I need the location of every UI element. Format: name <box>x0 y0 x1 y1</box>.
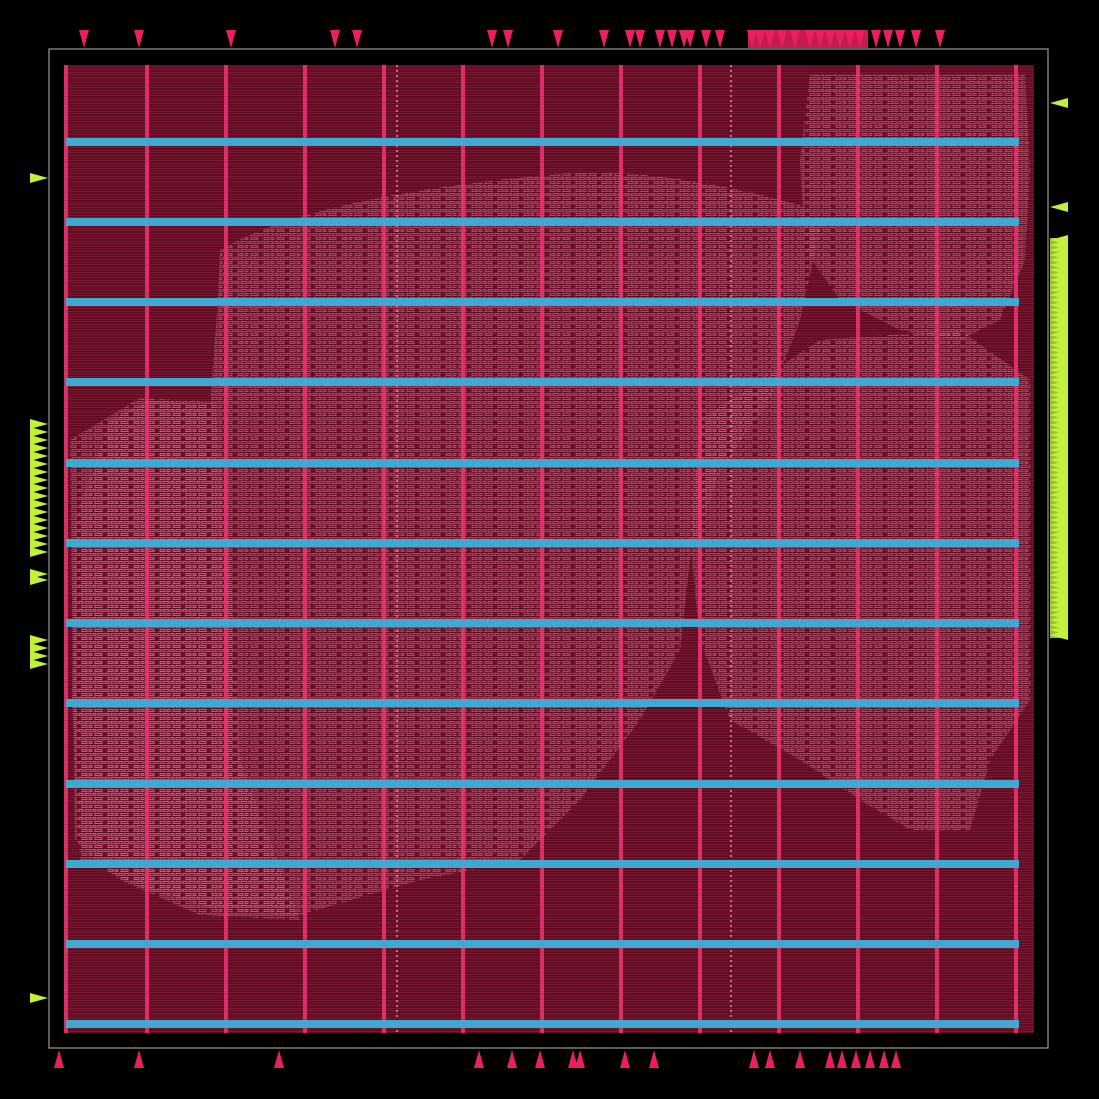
triangle-pin-icon <box>30 531 48 541</box>
triangle-pin-icon <box>837 1050 847 1068</box>
power-rail-horizontal <box>66 459 1019 467</box>
right-pin-cluster <box>1050 238 1068 638</box>
triangle-pin-icon <box>1050 98 1068 108</box>
triangle-pin-icon <box>30 459 48 469</box>
triangle-pin-icon <box>30 419 48 429</box>
power-rail-horizontal <box>66 539 1019 547</box>
triangle-pin-icon <box>715 30 725 48</box>
triangle-pin-icon <box>226 30 236 48</box>
triangle-pin-icon <box>795 1050 805 1068</box>
power-rail-horizontal <box>66 378 1019 386</box>
triangle-pin-icon <box>701 30 711 48</box>
triangle-pin-icon <box>30 643 48 653</box>
triangle-pin-icon <box>895 30 905 48</box>
triangle-pin-icon <box>879 1050 889 1068</box>
triangle-pin-icon <box>649 1050 659 1068</box>
power-stripe-vertical <box>1014 65 1018 1033</box>
triangle-pin-icon <box>134 30 144 48</box>
triangle-pin-icon <box>871 30 881 48</box>
triangle-pin-icon <box>487 30 497 48</box>
triangle-pin-icon <box>30 993 48 1003</box>
triangle-pin-icon <box>1050 202 1068 212</box>
triangle-pin-icon <box>825 1050 835 1068</box>
triangle-pin-icon <box>30 507 48 517</box>
triangle-pin-icon <box>79 30 89 48</box>
power-rail-horizontal <box>66 298 1019 306</box>
triangle-pin-icon <box>30 483 48 493</box>
triangle-pin-icon <box>30 499 48 509</box>
power-rail-horizontal <box>66 699 1019 707</box>
triangle-pin-icon <box>30 547 48 557</box>
power-rail-horizontal <box>66 138 1019 146</box>
triangle-pin-icon <box>30 635 48 645</box>
power-stripe-vertical <box>777 65 781 1033</box>
power-rail-horizontal <box>66 1020 1019 1028</box>
power-stripe-vertical <box>540 65 544 1033</box>
triangle-pin-icon <box>891 1050 901 1068</box>
triangle-pin-icon <box>865 1050 875 1068</box>
triangle-pin-icon <box>568 1050 578 1068</box>
power-stripe-vertical <box>303 65 307 1033</box>
triangle-pin-icon <box>474 1050 484 1068</box>
triangle-pin-icon <box>30 173 48 183</box>
power-rail-horizontal <box>66 218 1019 226</box>
triangle-pin-icon <box>30 491 48 501</box>
triangle-pin-icon <box>352 30 362 48</box>
triangle-pin-icon <box>30 523 48 533</box>
power-stripe-vertical <box>461 65 465 1033</box>
triangle-pin-icon <box>507 1050 517 1068</box>
power-stripes-vertical <box>64 65 1018 1033</box>
triangle-pin-icon <box>30 475 48 485</box>
triangle-pin-icon <box>851 1050 861 1068</box>
triangle-pin-icon <box>134 1050 144 1068</box>
triangle-pin-icon <box>30 651 48 661</box>
triangle-pin-icon <box>30 451 48 461</box>
power-rail-horizontal <box>66 940 1019 948</box>
power-rails-horizontal <box>66 138 1019 1028</box>
triangle-pin-icon <box>30 659 48 669</box>
triangle-pin-icon <box>30 443 48 453</box>
triangle-pin-icon <box>54 1050 64 1068</box>
triangle-pin-icon <box>599 30 609 48</box>
triangle-pin-icon <box>553 30 563 48</box>
triangle-pin-icon <box>911 30 921 48</box>
power-stripe-vertical <box>224 65 228 1033</box>
triangle-pin-icon <box>30 515 48 525</box>
power-stripe-vertical <box>619 65 623 1033</box>
power-rail-horizontal <box>66 619 1019 627</box>
triangle-pin-icon <box>620 1050 630 1068</box>
triangle-pin-icon <box>685 30 695 48</box>
triangle-pin-icon <box>765 1050 775 1068</box>
power-stripe-vertical <box>382 65 386 1033</box>
triangle-pin-icon <box>330 30 340 48</box>
placement-region-lower-left <box>70 398 300 920</box>
top-pin-cluster <box>748 30 868 48</box>
power-rail-horizontal <box>66 860 1019 868</box>
triangle-pin-icon <box>503 30 513 48</box>
triangle-pin-icon <box>667 30 677 48</box>
triangle-pin-icon <box>30 427 48 437</box>
triangle-pin-icon <box>883 30 893 48</box>
power-rail-horizontal <box>66 780 1019 788</box>
triangle-pin-icon <box>625 30 635 48</box>
power-stripe-vertical <box>698 65 702 1033</box>
triangle-pin-icon <box>655 30 665 48</box>
triangle-pin-icon <box>30 467 48 477</box>
triangle-pin-icon <box>274 1050 284 1068</box>
power-stripe-vertical <box>935 65 939 1033</box>
io-pins <box>30 30 1068 1068</box>
triangle-pin-icon <box>935 30 945 48</box>
triangle-pin-icon <box>575 1050 585 1068</box>
triangle-pin-icon <box>30 575 48 585</box>
power-stripe-vertical <box>145 65 149 1033</box>
die-boundary <box>48 48 1049 1049</box>
triangle-pin-icon <box>635 30 645 48</box>
power-stripe-vertical <box>64 65 68 1033</box>
triangle-pin-icon <box>749 1050 759 1068</box>
power-stripe-vertical <box>856 65 860 1033</box>
triangle-pin-icon <box>30 539 48 549</box>
triangle-pin-icon <box>535 1050 545 1068</box>
triangle-pin-icon <box>30 435 48 445</box>
